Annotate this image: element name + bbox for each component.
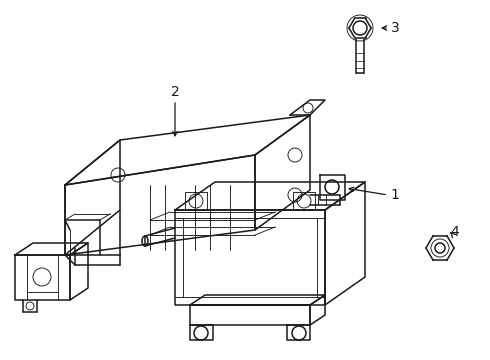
Text: 3: 3 — [391, 21, 399, 35]
Text: 1: 1 — [391, 188, 399, 202]
Text: 2: 2 — [171, 85, 179, 99]
Text: 4: 4 — [451, 225, 459, 239]
